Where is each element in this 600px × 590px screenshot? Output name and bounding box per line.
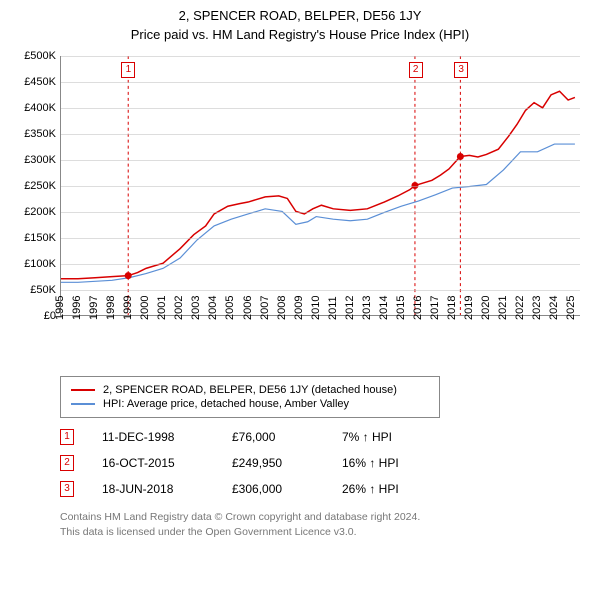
event-dot-3 [457, 153, 464, 160]
gridline [61, 212, 580, 213]
x-axis-label: 2000 [139, 296, 151, 320]
x-axis-label: 2002 [173, 296, 185, 320]
gridline [61, 186, 580, 187]
x-axis-label: 1997 [88, 296, 100, 320]
x-axis-label: 2011 [327, 296, 339, 320]
legend-label: HPI: Average price, detached house, Ambe… [103, 398, 349, 410]
y-axis-label: £250K [12, 180, 56, 192]
x-axis-label: 2023 [531, 296, 543, 320]
y-axis-label: £400K [12, 102, 56, 114]
event-number: 2 [60, 455, 74, 471]
x-axis-label: 2013 [361, 296, 373, 320]
event-row: 1 11-DEC-1998£76,0007% ↑ HPI [60, 424, 588, 450]
x-axis-label: 2018 [446, 296, 458, 320]
event-marker-2: 2 [409, 62, 423, 78]
event-number: 3 [60, 481, 74, 497]
x-axis-label: 2012 [344, 296, 356, 320]
legend-item: HPI: Average price, detached house, Ambe… [71, 397, 429, 411]
x-axis-label: 2008 [276, 296, 288, 320]
x-axis-label: 2019 [463, 296, 475, 320]
event-row: 2 16-OCT-2015£249,95016% ↑ HPI [60, 450, 588, 476]
event-price: £306,000 [232, 482, 342, 496]
x-axis-label: 2009 [293, 296, 305, 320]
x-axis-label: 2020 [480, 296, 492, 320]
event-date: 16-OCT-2015 [102, 456, 232, 470]
chart-title-block: 2, SPENCER ROAD, BELPER, DE56 1JY Price … [12, 8, 588, 42]
x-axis-label: 2014 [378, 296, 390, 320]
y-axis-label: £0 [12, 310, 56, 322]
series-line-hpi [61, 144, 575, 282]
x-axis-label: 2004 [207, 296, 219, 320]
plot-region: 1 2 3 [60, 56, 580, 316]
x-axis-label: 1996 [71, 296, 83, 320]
gridline [61, 56, 580, 57]
y-axis-label: £150K [12, 232, 56, 244]
gridline [61, 108, 580, 109]
x-axis-label: 2003 [190, 296, 202, 320]
x-axis-label: 2024 [548, 296, 560, 320]
x-axis-label: 1995 [54, 296, 66, 320]
event-row: 3 18-JUN-2018£306,00026% ↑ HPI [60, 476, 588, 502]
legend-swatch [71, 389, 95, 391]
x-axis-label: 2007 [259, 296, 271, 320]
chart-title-main: 2, SPENCER ROAD, BELPER, DE56 1JY [12, 8, 588, 23]
attribution-footer: Contains HM Land Registry data © Crown c… [60, 510, 588, 539]
gridline [61, 264, 580, 265]
event-marker-3: 3 [454, 62, 468, 78]
x-axis-label: 1999 [122, 296, 134, 320]
chart-area: 1 2 3 £0 £50K £100K £150K £200K £250K £300K £350K… [12, 48, 588, 368]
event-date: 11-DEC-1998 [102, 430, 232, 444]
event-pct: 26% ↑ HPI [342, 482, 452, 496]
events-table: 1 11-DEC-1998£76,0007% ↑ HPI 2 16-OCT-2015£… [60, 424, 588, 502]
chart-title-sub: Price paid vs. HM Land Registry's House … [12, 27, 588, 42]
y-axis-label: £50K [12, 284, 56, 296]
y-axis-label: £200K [12, 206, 56, 218]
legend: 2, SPENCER ROAD, BELPER, DE56 1JY (detac… [60, 376, 440, 418]
x-axis-label: 2016 [412, 296, 424, 320]
gridline [61, 82, 580, 83]
y-axis-label: £450K [12, 76, 56, 88]
event-price: £76,000 [232, 430, 342, 444]
footer-line-2: This data is licensed under the Open Gov… [60, 525, 588, 540]
event-price: £249,950 [232, 456, 342, 470]
x-axis-label: 2017 [429, 296, 441, 320]
gridline [61, 290, 580, 291]
x-axis-label: 2021 [497, 296, 509, 320]
x-axis-label: 2006 [242, 296, 254, 320]
event-number: 1 [60, 429, 74, 445]
gridline [61, 238, 580, 239]
gridline [61, 160, 580, 161]
x-axis-label: 2010 [310, 296, 322, 320]
x-axis-label: 2015 [395, 296, 407, 320]
event-dot-1 [125, 272, 132, 279]
y-axis-label: £350K [12, 128, 56, 140]
series-line-price_paid [61, 91, 575, 278]
event-pct: 7% ↑ HPI [342, 430, 452, 444]
x-axis-label: 2005 [224, 296, 236, 320]
y-axis-label: £100K [12, 258, 56, 270]
event-pct: 16% ↑ HPI [342, 456, 452, 470]
x-axis-label: 2001 [156, 296, 168, 320]
footer-line-1: Contains HM Land Registry data © Crown c… [60, 510, 588, 525]
gridline [61, 134, 580, 135]
event-marker-1: 1 [121, 62, 135, 78]
legend-swatch [71, 403, 95, 405]
legend-item: 2, SPENCER ROAD, BELPER, DE56 1JY (detac… [71, 383, 429, 397]
event-date: 18-JUN-2018 [102, 482, 232, 496]
y-axis-label: £500K [12, 50, 56, 62]
x-axis-label: 2022 [514, 296, 526, 320]
x-axis-label: 2025 [565, 296, 577, 320]
x-axis-label: 1998 [105, 296, 117, 320]
legend-label: 2, SPENCER ROAD, BELPER, DE56 1JY (detac… [103, 384, 397, 396]
y-axis-label: £300K [12, 154, 56, 166]
